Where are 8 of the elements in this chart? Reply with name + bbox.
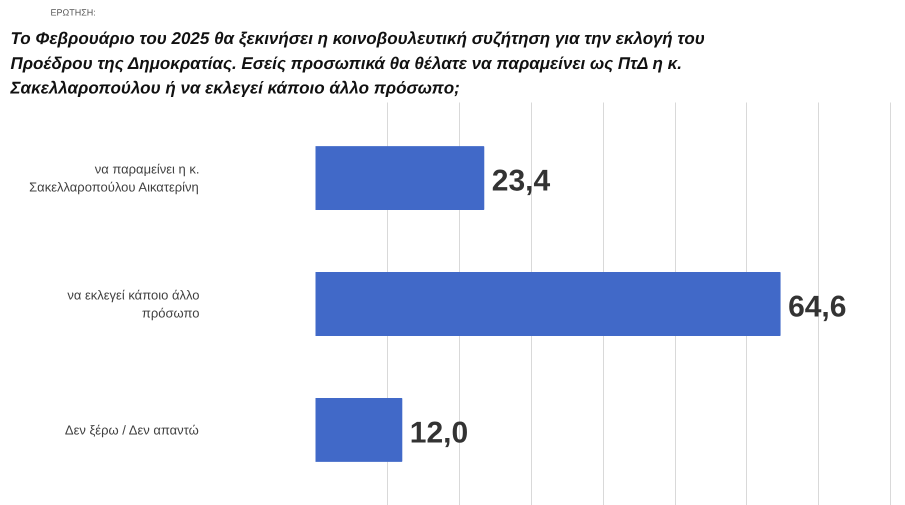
y-tick-label: να εκλεγεί κάποιο άλλο πρόσωπο (67, 288, 200, 320)
chart-title: Το Φεβρουάριο του 2025 θα ξεκινήσει η κοινοβουλευτική συζήτηση για την εκλογή του Προέδρου της Δημοκρατίας. Εσείς προσωπικά θα θέλατε να παραμείνει ως ΠτΔ η κ. Σακελλαροπούλου ή να εκλεγεί κάποιο άλλο πρόσωπο; (10, 29, 705, 98)
data-label: 64,6 (788, 290, 846, 324)
data-label: 12,0 (410, 416, 468, 450)
data-label: 23,4 (492, 164, 550, 198)
y-tick-label: να παραμείνει η κ. Σακελλαροπούλου Αικατερίνη (29, 162, 200, 195)
y-tick-label: Δεν ξέρω / Δεν απαντώ (64, 422, 199, 438)
text: ΕΡΩΤΗΣΗ: (50, 8, 96, 18)
